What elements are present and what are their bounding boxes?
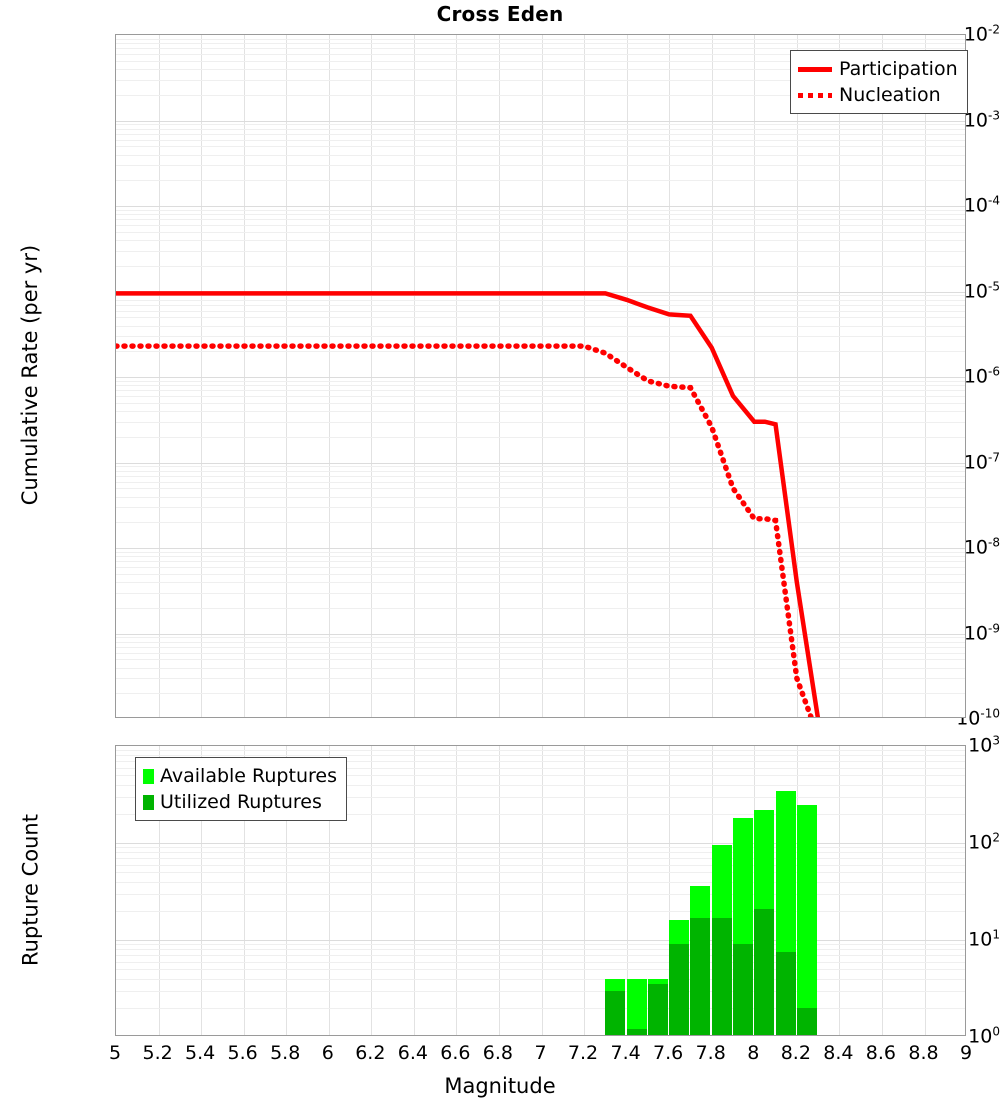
bar-utilized [754, 908, 775, 1035]
x-tick-label: 6.2 [355, 1042, 386, 1064]
rupture-histogram [116, 746, 965, 1035]
solid-line-swatch-icon [798, 66, 832, 72]
x-tick-label: 6 [321, 1042, 334, 1064]
y-tick-label: 10-8 [963, 535, 1000, 559]
x-tick-label: 7.2 [567, 1042, 599, 1064]
bar-utilized [690, 917, 711, 1035]
x-tick-label: 6.8 [482, 1042, 513, 1064]
y-tick-label: 10-3 [963, 107, 1000, 132]
x-tick-label: 5.4 [184, 1042, 216, 1064]
y-tick-label: 10-9 [963, 620, 1000, 645]
dotted-line-swatch-icon [798, 92, 832, 98]
bar-available [796, 805, 817, 1035]
x-tick-label: 6.4 [397, 1042, 428, 1064]
y-tick-label: 102 [968, 830, 1000, 854]
y-tick-label: 10-5 [963, 278, 1000, 303]
bar-utilized [711, 917, 732, 1035]
color-swatch-icon [143, 768, 154, 784]
x-tick-label: 5 [108, 1042, 122, 1064]
y-tick-label: 101 [968, 927, 1000, 951]
bar-utilized [733, 944, 754, 1035]
bar-utilized [775, 952, 796, 1035]
bar-available [626, 978, 647, 1035]
x-tick-label: 5.2 [142, 1042, 173, 1064]
y-tick-label: 103 [968, 733, 1000, 757]
lower-legend: Available Ruptures Utilized Ruptures [135, 757, 347, 821]
legend-item: Nucleation [798, 82, 958, 108]
x-tick-label: 5.6 [227, 1042, 258, 1064]
bar-utilized [647, 984, 668, 1035]
x-tick-label: 8.4 [823, 1042, 854, 1064]
x-tick-label: 7 [534, 1042, 547, 1064]
legend-label: Nucleation [839, 84, 941, 106]
x-tick-label: 7.8 [695, 1042, 726, 1064]
legend-item: Utilized Ruptures [143, 789, 337, 815]
y-tick-label: 10-4 [963, 193, 1000, 217]
x-tick-label: 5.8 [270, 1042, 301, 1064]
x-axis-label: Magnitude [444, 1074, 556, 1098]
upper-legend: Participation Nucleation [790, 50, 968, 114]
lower-y-axis-label: Rupture Count [18, 813, 42, 966]
curve-nucleation [116, 343, 814, 717]
y-tick-label: 10-6 [963, 364, 1000, 388]
x-tick-label: 8.6 [865, 1042, 896, 1064]
color-swatch-icon [143, 794, 154, 810]
x-tick-label: 6.6 [440, 1042, 471, 1064]
bar-utilized [626, 1029, 647, 1035]
x-tick-label: 7.4 [610, 1042, 641, 1064]
y-tick-label: 10-2 [963, 22, 1000, 46]
x-tick-label: 8.8 [908, 1042, 939, 1064]
y-tick-label: 10-7 [963, 449, 1000, 474]
y-tick-label: 100 [968, 1024, 1000, 1048]
bar-utilized [796, 1007, 817, 1035]
upper-y-axis-label: Cumulative Rate (per yr) [18, 244, 42, 506]
page-title: Cross Eden [436, 2, 564, 26]
x-tick-label: 9 [959, 1042, 973, 1064]
legend-label: Participation [839, 58, 958, 80]
cumulative-rate-plot [115, 34, 966, 718]
legend-item: Available Ruptures [143, 763, 337, 789]
legend-item: Participation [798, 56, 958, 82]
mfd-curves [116, 291, 821, 717]
bar-utilized [669, 944, 690, 1035]
legend-label: Available Ruptures [160, 765, 337, 787]
bar-utilized [605, 990, 626, 1035]
x-tick-label: 7.6 [652, 1042, 684, 1064]
x-tick-label: 8.2 [780, 1042, 811, 1064]
x-tick-label: 8 [747, 1042, 760, 1064]
legend-label: Utilized Ruptures [160, 791, 322, 813]
curve-participation [116, 291, 821, 717]
